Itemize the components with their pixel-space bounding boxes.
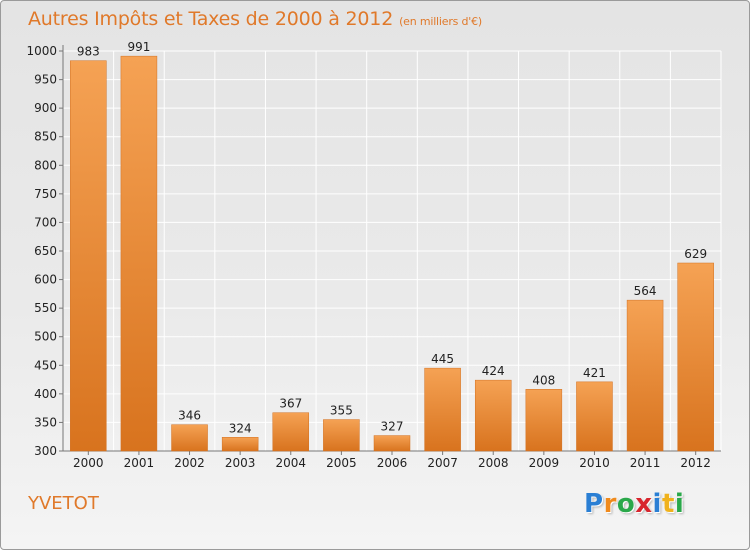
value-label-2012: 629 xyxy=(684,247,707,261)
y-tick-label: 650 xyxy=(34,244,57,258)
city-name: YVETOT xyxy=(28,493,99,514)
bar-2007[interactable] xyxy=(424,367,461,452)
logo-letter: P xyxy=(584,489,604,519)
bar-2011[interactable] xyxy=(626,299,664,452)
x-tick-label-2000: 2000 xyxy=(73,456,104,470)
bar-2009[interactable] xyxy=(525,389,563,452)
bars xyxy=(70,55,714,452)
bar-2000[interactable] xyxy=(70,60,107,452)
bar-2004[interactable] xyxy=(272,412,310,452)
bar-2012[interactable] xyxy=(677,262,714,452)
y-tick-label: 800 xyxy=(34,158,57,172)
x-tick-label-2005: 2005 xyxy=(326,456,357,470)
proxiti-logo[interactable]: Proxiti xyxy=(584,489,684,519)
y-tick-label: 850 xyxy=(34,130,57,144)
logo-letter: i xyxy=(674,489,685,519)
chart-title: Autres Impôts et Taxes de 2000 à 2012 (en… xyxy=(28,8,482,30)
chart-subtitle: (en milliers d'€) xyxy=(399,15,482,28)
y-tick-label: 450 xyxy=(34,358,57,372)
value-label-2000: 983 xyxy=(77,45,100,59)
bar-2010[interactable] xyxy=(576,381,613,452)
x-tick-label-2009: 2009 xyxy=(529,456,560,470)
x-tick-label-2002: 2002 xyxy=(174,456,205,470)
value-label-2009: 408 xyxy=(532,373,555,387)
value-label-2002: 346 xyxy=(178,409,201,423)
value-label-2005: 355 xyxy=(330,404,353,418)
value-label-2008: 424 xyxy=(482,364,505,378)
y-tick-label: 700 xyxy=(34,215,57,229)
bar-2002[interactable] xyxy=(171,424,208,452)
logo-letter: i xyxy=(652,489,662,519)
x-tick-label-2003: 2003 xyxy=(225,456,256,470)
value-label-2006: 327 xyxy=(381,420,404,434)
logo-letter: r xyxy=(603,489,617,519)
y-tick-label: 400 xyxy=(34,387,57,401)
value-label-2011: 564 xyxy=(634,284,657,298)
logo-letter: x xyxy=(635,489,653,519)
y-tick-label: 500 xyxy=(34,330,57,344)
y-tick-label: 750 xyxy=(34,187,57,201)
logo-letter: t xyxy=(661,489,675,519)
x-tick-label-2010: 2010 xyxy=(579,456,610,470)
value-label-2003: 324 xyxy=(229,421,252,435)
x-tick-label-2004: 2004 xyxy=(275,456,306,470)
y-tick-label: 550 xyxy=(34,301,57,315)
value-label-2001: 991 xyxy=(127,40,150,54)
y-tick-label: 1000 xyxy=(26,44,57,58)
value-label-2004: 367 xyxy=(279,397,302,411)
grid-lines xyxy=(62,50,722,452)
title-text: Autres Impôts et Taxes de 2000 à 2012 xyxy=(28,8,394,30)
bar-2006[interactable] xyxy=(373,435,411,452)
x-tick-label-2012: 2012 xyxy=(680,456,711,470)
value-label-2007: 445 xyxy=(431,352,454,366)
y-tick-label: 950 xyxy=(34,73,57,87)
value-label-2010: 421 xyxy=(583,366,606,380)
x-tick-label-2008: 2008 xyxy=(478,456,509,470)
y-tick-label: 900 xyxy=(34,101,57,115)
y-tick-label: 600 xyxy=(34,273,57,287)
logo-letter: o xyxy=(616,489,636,519)
x-tick-label-2011: 2011 xyxy=(630,456,661,470)
bar-2005[interactable] xyxy=(323,419,360,452)
x-tick-label-2006: 2006 xyxy=(377,456,408,470)
bar-2008[interactable] xyxy=(474,379,512,452)
y-tick-label: 350 xyxy=(34,415,57,429)
y-tick-label: 300 xyxy=(34,444,57,458)
x-tick-label-2007: 2007 xyxy=(427,456,458,470)
x-tick-label-2001: 2001 xyxy=(124,456,155,470)
bar-2003[interactable] xyxy=(221,437,259,452)
bar-2001[interactable] xyxy=(120,55,158,452)
labels: 300 350 400 450 500 550 600 650 700 750 800 850 900 9… xyxy=(26,40,711,470)
